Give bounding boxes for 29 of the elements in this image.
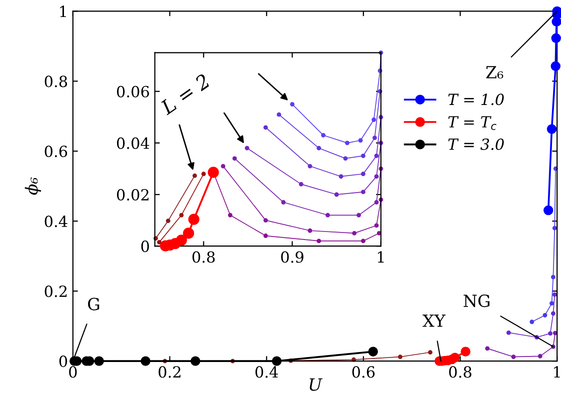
x-tick-label: 0.9 bbox=[281, 251, 304, 263]
y-tick-label: 0.6 bbox=[44, 146, 68, 158]
y-tick-label: 0 bbox=[141, 240, 149, 252]
annotation: Z₆ bbox=[486, 66, 504, 78]
legend-label: T = T$_{c}$ bbox=[448, 116, 496, 130]
y-tick-label: 0.04 bbox=[116, 137, 150, 149]
x-axis-title: U bbox=[310, 378, 322, 391]
x-tick-label: 0.4 bbox=[255, 366, 278, 378]
x-tick-label: 0.6 bbox=[352, 366, 375, 378]
y-tick-label: 0.4 bbox=[44, 216, 68, 228]
x-tick-label: 1 bbox=[554, 366, 560, 378]
annotation: G bbox=[88, 298, 100, 310]
y-tick-label: 0.02 bbox=[116, 188, 148, 201]
legend-label: T = 1.0 bbox=[448, 94, 504, 106]
x-tick-label: 0 bbox=[69, 366, 77, 378]
x-tick-label: 0.2 bbox=[158, 366, 180, 378]
annotation: NG bbox=[464, 294, 490, 308]
x-tick-label: 0.8 bbox=[449, 366, 472, 378]
y-axis-title: ϕ₆ bbox=[24, 177, 41, 195]
y-tick-label: 0.2 bbox=[44, 286, 67, 298]
annotation: XY bbox=[422, 314, 446, 327]
x-tick-label: 0.8 bbox=[192, 251, 215, 263]
y-tick-label: 0 bbox=[59, 356, 68, 368]
x-tick-label: 1 bbox=[378, 251, 384, 263]
annotation: L = 2 bbox=[158, 73, 211, 116]
y-tick-label: 0.06 bbox=[116, 86, 150, 98]
y-tick-label: 1 bbox=[60, 6, 66, 18]
y-tick-label: 0.8 bbox=[44, 76, 68, 88]
legend-label: T = 3.0 bbox=[448, 138, 504, 150]
